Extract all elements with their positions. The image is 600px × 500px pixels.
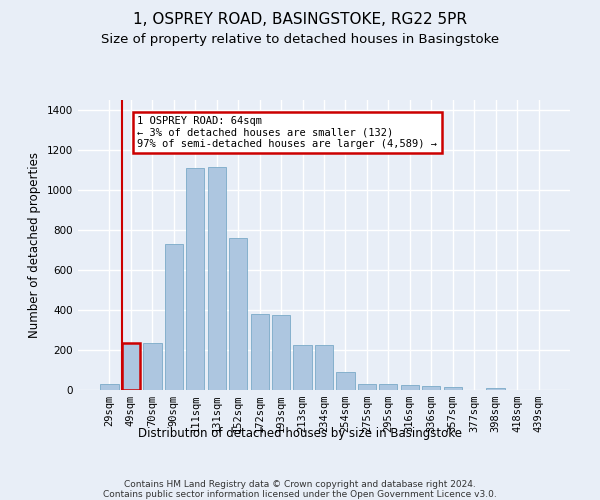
Text: Distribution of detached houses by size in Basingstoke: Distribution of detached houses by size … xyxy=(138,428,462,440)
Bar xyxy=(443,387,462,390)
Bar xyxy=(315,345,333,390)
Bar xyxy=(143,343,161,390)
Bar xyxy=(379,384,397,390)
Text: 1, OSPREY ROAD, BASINGSTOKE, RG22 5PR: 1, OSPREY ROAD, BASINGSTOKE, RG22 5PR xyxy=(133,12,467,28)
Text: Contains HM Land Registry data © Crown copyright and database right 2024.
Contai: Contains HM Land Registry data © Crown c… xyxy=(103,480,497,500)
Bar xyxy=(422,386,440,390)
Bar xyxy=(229,238,247,390)
Bar xyxy=(122,343,140,390)
Bar xyxy=(358,384,376,390)
Text: 1 OSPREY ROAD: 64sqm
← 3% of detached houses are smaller (132)
97% of semi-detac: 1 OSPREY ROAD: 64sqm ← 3% of detached ho… xyxy=(137,116,437,149)
Bar xyxy=(401,385,419,390)
Bar xyxy=(272,315,290,390)
Bar xyxy=(208,167,226,390)
Bar xyxy=(337,372,355,390)
Bar xyxy=(487,388,505,390)
Bar xyxy=(165,244,183,390)
Bar xyxy=(186,168,205,390)
Y-axis label: Number of detached properties: Number of detached properties xyxy=(28,152,41,338)
Text: Size of property relative to detached houses in Basingstoke: Size of property relative to detached ho… xyxy=(101,32,499,46)
Bar xyxy=(100,384,119,390)
Bar xyxy=(251,314,269,390)
Bar xyxy=(293,345,311,390)
